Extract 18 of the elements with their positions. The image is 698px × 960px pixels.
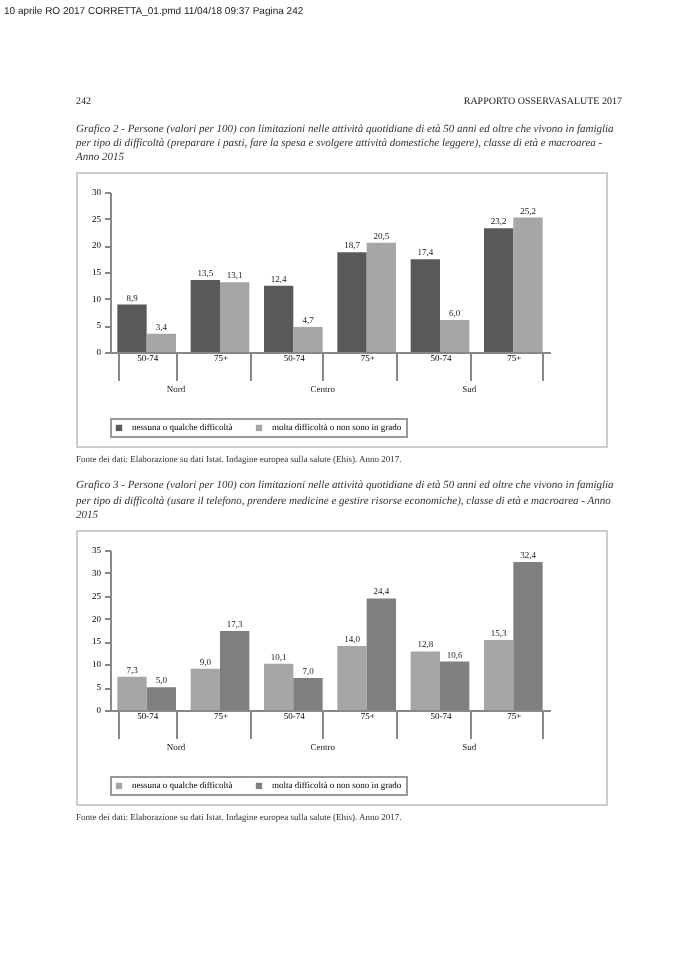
bar [366, 243, 396, 353]
bar [190, 668, 220, 710]
bar [117, 305, 147, 353]
bar [410, 260, 440, 353]
bar [117, 676, 147, 710]
bar [513, 218, 543, 353]
bar [484, 639, 514, 710]
bar [264, 663, 294, 710]
bar [146, 334, 176, 353]
bar [264, 286, 294, 353]
bar [410, 651, 440, 710]
bar [190, 280, 220, 353]
bar [484, 229, 514, 353]
bar [440, 320, 470, 353]
bar [293, 327, 323, 353]
bar [337, 253, 367, 353]
bar [337, 645, 367, 710]
bar [220, 282, 250, 353]
